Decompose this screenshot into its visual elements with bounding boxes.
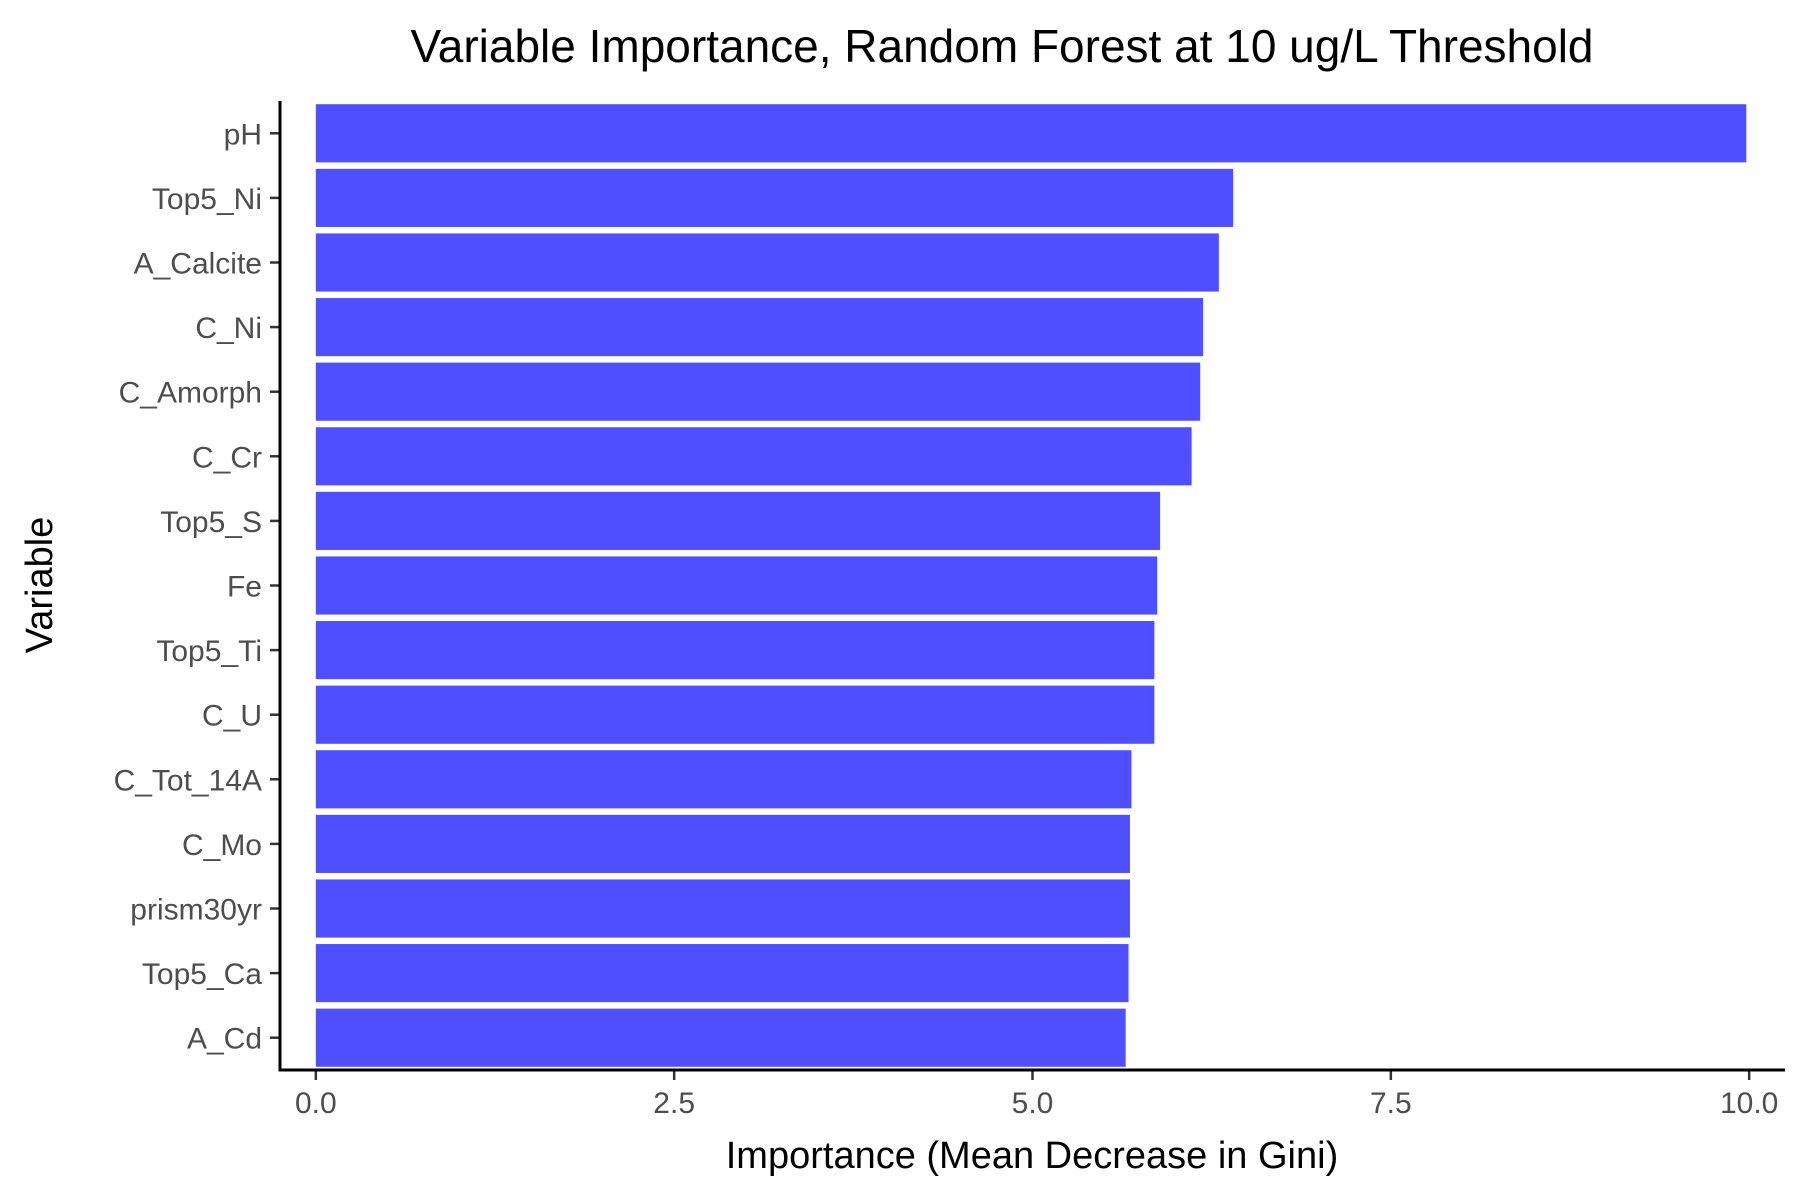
bar-Top5_Ti (315, 621, 1155, 680)
bar-C_Tot_14A (315, 750, 1132, 809)
y-tick-label: Top5_Ni (152, 183, 262, 216)
y-tick-label: pH (224, 118, 262, 151)
x-tick-label: 0.0 (295, 1087, 337, 1120)
y-tick-label: C_Tot_14A (114, 764, 262, 797)
y-tick-label: C_Amorph (119, 377, 262, 410)
bar-C_Mo (315, 814, 1130, 873)
x-axis-ticks: 0.0 2.5 5.0 7.5 10.0 (295, 1070, 1778, 1120)
y-tick-label: C_Mo (182, 829, 262, 862)
bars-group (315, 104, 1747, 1067)
bar-pH (315, 104, 1747, 163)
y-tick-label: A_Cd (187, 1023, 262, 1056)
y-tick-label: Top5_Ti (156, 635, 262, 668)
y-tick-label: Fe (227, 571, 262, 604)
bar-A_Calcite (315, 233, 1219, 292)
y-axis-title: Variable (19, 517, 61, 654)
bar-Top5_S (315, 491, 1161, 550)
chart-title: Variable Importance, Random Forest at 10… (410, 20, 1593, 72)
y-tick-label: C_U (202, 700, 262, 733)
y-tick-label: prism30yr (130, 894, 262, 927)
bar-C_U (315, 685, 1155, 744)
y-tick-label: A_Calcite (134, 248, 262, 281)
bar-C_Ni (315, 298, 1204, 357)
bar-Fe (315, 556, 1158, 615)
y-tick-label: C_Cr (192, 441, 262, 474)
x-axis-title: Importance (Mean Decrease in Gini) (726, 1135, 1338, 1177)
bar-prism30yr (315, 879, 1130, 938)
x-tick-label: 5.0 (1012, 1087, 1054, 1120)
bar-Top5_Ni (315, 168, 1234, 227)
x-tick-label: 10.0 (1720, 1087, 1778, 1120)
bar-A_Cd (315, 1008, 1126, 1067)
y-tick-label: Top5_S (160, 506, 262, 539)
y-axis-ticks: pH Top5_Ni A_Calcite C_Ni C_Amorph C_Cr Top5_S… (114, 118, 280, 1056)
x-tick-label: 7.5 (1370, 1087, 1412, 1120)
y-tick-label: Top5_Ca (142, 958, 262, 991)
bar-C_Cr (315, 427, 1192, 486)
bar-C_Amorph (315, 362, 1201, 421)
x-tick-label: 2.5 (653, 1087, 695, 1120)
bar-Top5_Ca (315, 944, 1129, 1003)
y-tick-label: C_Ni (195, 312, 262, 345)
